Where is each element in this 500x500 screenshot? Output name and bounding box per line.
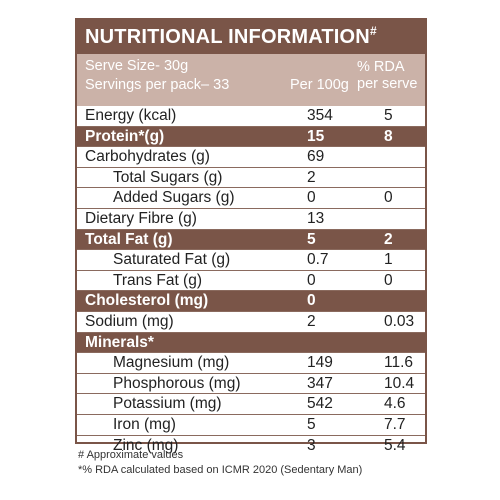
table-row-total-fat: Total Fat (g) 5 2 bbox=[77, 229, 425, 251]
table-row-potassium: Potassium (mg) 542 4.6 bbox=[77, 394, 425, 415]
nutrient-name: Potassium (mg) bbox=[113, 395, 222, 413]
table-row-added-sugars: Added Sugars (g) 0 0 bbox=[77, 188, 425, 209]
table-row-total-sugars: Total Sugars (g) 2 bbox=[77, 168, 425, 189]
nutrient-name: Minerals* bbox=[85, 333, 154, 351]
per-100g-value: 2 bbox=[307, 312, 316, 330]
per-100g-value: 2 bbox=[307, 168, 316, 186]
table-row-energy: Energy (kcal) 354 5 bbox=[77, 106, 425, 127]
table-row-magnesium: Magnesium (mg) 149 11.6 bbox=[77, 353, 425, 374]
rda-value: 10.4 bbox=[384, 374, 415, 392]
rda-value: 5 bbox=[384, 107, 393, 124]
nutrient-name: Magnesium (mg) bbox=[113, 354, 230, 372]
footnote-approximate: # Approximate values bbox=[78, 449, 184, 461]
per-100g-value: 5 bbox=[307, 415, 316, 433]
title-mark: # bbox=[369, 24, 377, 38]
table-row-cholesterol: Cholesterol (mg) 0 bbox=[77, 291, 425, 312]
table-row-sodium: Sodium (mg) 2 0.03 bbox=[77, 312, 425, 333]
table-row-iron: Iron (mg) 5 7.7 bbox=[77, 415, 425, 436]
rda-value: 2 bbox=[384, 230, 393, 248]
per-100g-value: 13 bbox=[307, 209, 325, 227]
nutrient-name: Iron (mg) bbox=[113, 415, 176, 433]
table-row-saturated-fat: Saturated Fat (g) 0.7 1 bbox=[77, 250, 425, 271]
per-100g-value: 0 bbox=[307, 271, 316, 289]
rda-value: 1 bbox=[384, 251, 393, 269]
nutrient-name: Dietary Fibre (g) bbox=[85, 209, 197, 227]
nutrient-name: Cholesterol (mg) bbox=[85, 292, 209, 310]
per-100g-value: 542 bbox=[307, 395, 333, 413]
column-header-rda: % RDA per serve bbox=[357, 59, 417, 93]
rda-value: 0 bbox=[384, 271, 393, 289]
column-header-per-100g: Per 100g bbox=[290, 77, 349, 93]
footnote-rda-basis: *% RDA calculated based on ICMR 2020 (Se… bbox=[78, 464, 363, 476]
per-100g-value: 0 bbox=[307, 189, 316, 207]
per-100g-value: 347 bbox=[307, 374, 333, 392]
table-row-trans-fat: Trans Fat (g) 0 0 bbox=[77, 271, 425, 292]
nutrient-name: Saturated Fat (g) bbox=[113, 251, 231, 269]
per-100g-value: 15 bbox=[307, 127, 325, 145]
rda-line-1: % RDA bbox=[357, 59, 405, 75]
serve-size: Serve Size- 30g bbox=[85, 58, 189, 74]
per-100g-value: 149 bbox=[307, 354, 333, 372]
nutrient-rows: Energy (kcal) 354 5 Protein*(g) 15 8 Car… bbox=[77, 106, 425, 456]
rda-value: 0.03 bbox=[384, 312, 415, 330]
per-100g-value: 0.7 bbox=[307, 251, 329, 269]
nutrient-name: Phosphorous (mg) bbox=[113, 374, 241, 392]
nutrient-name: Total Fat (g) bbox=[85, 230, 173, 248]
table-row-dietary-fibre: Dietary Fibre (g) 13 bbox=[77, 209, 425, 230]
per-100g-value: 5 bbox=[307, 230, 316, 248]
nutrient-name: Added Sugars (g) bbox=[113, 189, 235, 207]
per-100g-value: 354 bbox=[307, 107, 333, 124]
nutrient-name: Carbohydrates (g) bbox=[85, 148, 210, 166]
nutrition-panel: NUTRITIONAL INFORMATION# Serve Size- 30g… bbox=[75, 18, 427, 454]
table-row-zinc: Zinc (mg) 3 5.4 bbox=[77, 436, 425, 457]
nutrient-name: Trans Fat (g) bbox=[113, 271, 202, 289]
panel-title: NUTRITIONAL INFORMATION# bbox=[77, 20, 425, 54]
serving-header: Serve Size- 30g Servings per pack– 33 Pe… bbox=[77, 54, 425, 106]
table-row-protein: Protein*(g) 15 8 bbox=[77, 126, 425, 148]
rda-value: 8 bbox=[384, 127, 393, 145]
nutrient-name: Energy (kcal) bbox=[85, 107, 177, 124]
per-100g-value: 3 bbox=[307, 436, 316, 454]
rda-line-2: per serve bbox=[357, 76, 418, 92]
nutrient-name: Sodium (mg) bbox=[85, 312, 174, 330]
table-row-carbohydrates: Carbohydrates (g) 69 bbox=[77, 147, 425, 168]
rda-value: 0 bbox=[384, 189, 393, 207]
nutrient-name: Zinc (mg) bbox=[113, 436, 179, 454]
title-text: NUTRITIONAL INFORMATION bbox=[85, 26, 370, 48]
servings-per-pack: Servings per pack– 33 bbox=[85, 77, 230, 93]
table-row-phosphorous: Phosphorous (mg) 347 10.4 bbox=[77, 374, 425, 395]
per-100g-value: 0 bbox=[307, 292, 316, 310]
nutrient-name: Protein*(g) bbox=[85, 127, 165, 145]
rda-value: 7.7 bbox=[384, 415, 406, 433]
rda-value: 4.6 bbox=[384, 395, 406, 413]
nutrient-name: Total Sugars (g) bbox=[113, 168, 223, 186]
per-100g-value: 69 bbox=[307, 148, 325, 166]
rda-value: 11.6 bbox=[384, 354, 414, 372]
table-row-minerals: Minerals* bbox=[77, 332, 425, 354]
footnotes: # Approximate values *% RDA calculated b… bbox=[78, 448, 362, 478]
rda-value: 5.4 bbox=[384, 436, 406, 454]
